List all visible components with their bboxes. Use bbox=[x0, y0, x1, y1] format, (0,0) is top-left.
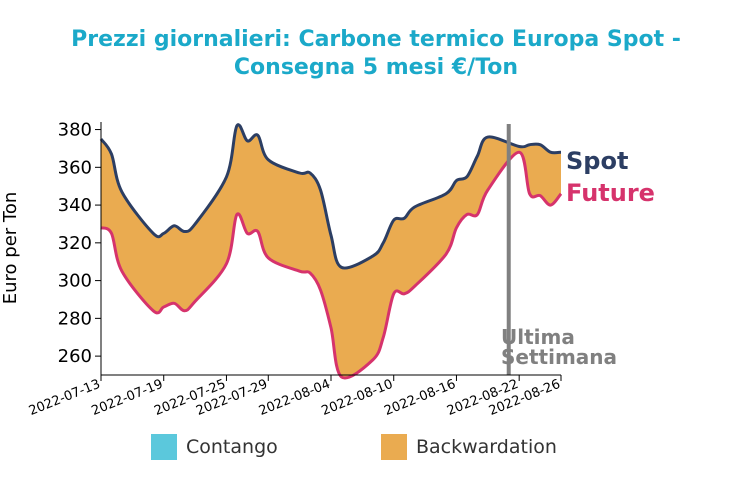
last-week-annotation-line-2: Settimana bbox=[501, 345, 617, 369]
legend-swatch-backwardation[interactable] bbox=[381, 434, 407, 460]
x-ticks: 2022-07-132022-07-192022-07-252022-07-29… bbox=[27, 375, 562, 419]
x-tick-label: 2022-07-13 bbox=[27, 377, 103, 419]
x-tick-label: 2022-08-04 bbox=[257, 377, 333, 419]
x-tick-label: 2022-08-10 bbox=[320, 377, 396, 419]
series-label-future: Future bbox=[566, 179, 655, 207]
y-tick-label: 260 bbox=[58, 346, 92, 367]
y-tick-label: 320 bbox=[58, 233, 92, 254]
chart-title-line-2: Consegna 5 mesi €/Ton bbox=[234, 55, 518, 80]
legend-label-contango: Contango bbox=[186, 436, 278, 458]
last-week-annotation-line-1: Ultima bbox=[501, 325, 575, 349]
y-tick-label: 360 bbox=[58, 157, 92, 178]
series-label-spot: Spot bbox=[566, 147, 628, 175]
legend-label-backwardation: Backwardation bbox=[416, 436, 557, 458]
x-tick-label: 2022-07-19 bbox=[90, 377, 166, 419]
y-tick-label: 300 bbox=[58, 271, 92, 292]
y-tick-label: 280 bbox=[58, 308, 92, 329]
spread-band bbox=[101, 124, 561, 378]
y-axis-label: Euro per Ton bbox=[0, 192, 21, 305]
x-tick-label: 2022-08-16 bbox=[382, 377, 458, 419]
y-ticks: 260 280 300 320 340 360 380 bbox=[58, 120, 101, 367]
legend: Contango Backwardation bbox=[151, 434, 557, 460]
legend-swatch-contango[interactable] bbox=[151, 434, 177, 460]
y-tick-label: 340 bbox=[58, 195, 92, 216]
series-line-spot bbox=[99, 123, 562, 270]
y-tick-label: 380 bbox=[58, 120, 92, 141]
series-line-future bbox=[100, 150, 563, 380]
plot-area: 260 280 300 320 340 360 380 2022-07-132022-07-… bbox=[27, 120, 563, 419]
chart-title-line-1: Prezzi giornalieri: Carbone termico Euro… bbox=[71, 27, 681, 52]
